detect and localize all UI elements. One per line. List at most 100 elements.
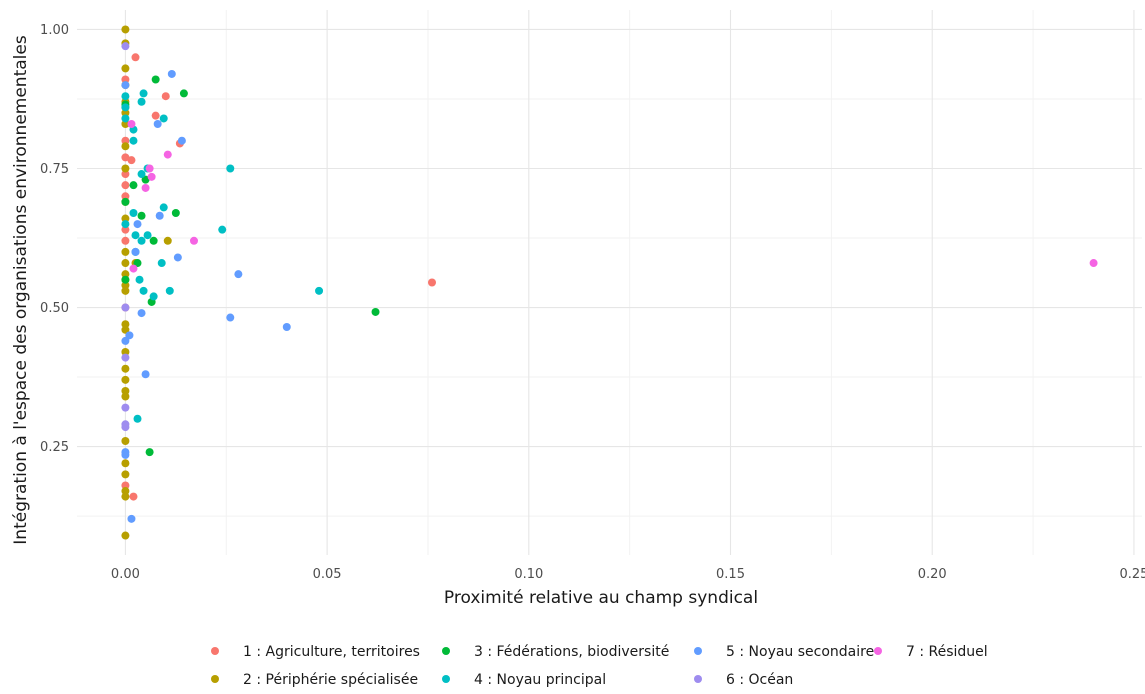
data-point-series-5 xyxy=(127,514,136,523)
data-point-series-2 xyxy=(121,286,130,295)
data-point-series-6 xyxy=(121,353,130,362)
x-tick-label: 0.00 xyxy=(111,567,140,582)
data-point-series-6 xyxy=(121,303,130,312)
data-point-series-4 xyxy=(135,275,144,284)
data-point-series-6 xyxy=(121,403,130,412)
data-point-series-4 xyxy=(139,89,148,98)
data-point-series-1 xyxy=(121,75,130,84)
legend-label-series-1: 1 : Agriculture, territoires xyxy=(243,644,420,660)
y-tick-label: 0.50 xyxy=(40,301,69,316)
data-point-series-5 xyxy=(133,220,142,229)
data-point-series-7 xyxy=(129,264,138,273)
data-point-series-3 xyxy=(137,211,146,220)
legend: 1 : Agriculture, territoires 2 : Périphér… xyxy=(211,644,988,688)
data-point-series-4 xyxy=(137,236,146,245)
legend-label-series-5: 5 : Noyau secondaire xyxy=(726,644,874,660)
data-point-series-5 xyxy=(121,450,130,459)
data-point-series-3 xyxy=(141,175,150,184)
legend-label-series-4: 4 : Noyau principal xyxy=(474,672,606,688)
data-point-series-2 xyxy=(121,281,130,290)
data-point-series-1 xyxy=(121,153,130,162)
data-point-series-2 xyxy=(121,270,130,279)
data-point-series-5 xyxy=(167,69,176,78)
data-point-series-2 xyxy=(121,259,130,268)
legend-key-series-1 xyxy=(211,647,219,655)
data-point-series-1 xyxy=(131,53,140,62)
data-point-series-4 xyxy=(315,286,324,295)
x-tick-label: 0.25 xyxy=(1119,567,1145,582)
data-point-series-5 xyxy=(121,336,130,345)
data-point-series-4 xyxy=(137,170,146,179)
data-point-series-3 xyxy=(171,208,180,217)
data-point-series-4 xyxy=(129,136,138,145)
data-point-series-4 xyxy=(218,225,227,234)
data-points xyxy=(121,25,1098,540)
data-point-series-7 xyxy=(145,164,154,173)
data-point-series-1 xyxy=(121,192,130,201)
data-point-series-5 xyxy=(153,120,162,129)
data-point-series-2 xyxy=(121,459,130,468)
x-tick-label: 0.05 xyxy=(313,567,342,582)
data-point-series-3 xyxy=(121,275,130,284)
data-point-series-3 xyxy=(121,197,130,206)
data-point-series-1 xyxy=(121,481,130,490)
y-axis-title: Intégration à l'espace des organisations… xyxy=(11,35,31,545)
y-axis-ticks: 0.25 0.50 0.75 1.00 xyxy=(40,23,69,455)
data-point-series-5 xyxy=(282,322,291,331)
data-point-series-5 xyxy=(155,211,164,220)
data-point-series-3 xyxy=(179,89,188,98)
data-point-series-1 xyxy=(428,278,436,287)
data-point-series-2 xyxy=(121,120,130,129)
data-point-series-5 xyxy=(125,331,134,340)
legend-key-series-7 xyxy=(874,647,882,655)
data-point-series-5 xyxy=(226,313,235,322)
data-point-series-2 xyxy=(121,348,130,357)
legend-key-series-4 xyxy=(442,675,450,683)
data-point-series-1 xyxy=(151,111,160,120)
data-point-series-2 xyxy=(121,247,130,256)
legend-key-series-2 xyxy=(211,675,219,683)
data-point-series-1 xyxy=(127,156,136,165)
data-point-series-2 xyxy=(121,531,130,540)
data-point-series-7 xyxy=(141,183,150,192)
data-point-series-1 xyxy=(121,181,130,190)
data-point-series-4 xyxy=(226,164,235,173)
legend-key-series-6 xyxy=(694,675,702,683)
legend-label-series-7: 7 : Résiduel xyxy=(906,644,988,660)
data-point-series-3 xyxy=(129,181,138,190)
x-axis-title: Proximité relative au champ syndical xyxy=(444,588,758,608)
data-point-series-4 xyxy=(121,103,130,112)
data-point-series-2 xyxy=(121,386,130,395)
data-point-series-1 xyxy=(121,170,130,179)
data-point-series-2 xyxy=(121,364,130,373)
data-point-series-5 xyxy=(177,136,186,145)
data-point-series-4 xyxy=(133,414,142,423)
data-point-series-2 xyxy=(121,325,130,334)
data-point-series-2 xyxy=(121,492,130,501)
data-point-series-3 xyxy=(133,259,142,268)
data-point-series-4 xyxy=(137,97,146,106)
legend-key-series-3 xyxy=(442,647,450,655)
data-point-series-2 xyxy=(121,164,130,173)
data-point-series-7 xyxy=(1089,259,1098,268)
data-point-series-3 xyxy=(145,448,154,457)
legend-label-series-2: 2 : Périphérie spécialisée xyxy=(243,672,418,688)
x-tick-label: 0.10 xyxy=(514,567,543,582)
data-point-series-3 xyxy=(371,307,380,316)
data-point-series-4 xyxy=(139,286,148,295)
data-point-series-2 xyxy=(121,320,130,329)
data-point-series-4 xyxy=(143,231,152,240)
data-point-series-5 xyxy=(131,247,140,256)
data-point-series-1 xyxy=(121,136,130,145)
data-point-series-2 xyxy=(121,470,130,479)
data-point-series-2 xyxy=(121,487,130,496)
data-point-series-4 xyxy=(129,208,138,217)
data-point-series-1 xyxy=(121,225,130,234)
data-point-series-2 xyxy=(121,436,130,445)
x-axis-ticks: 0.00 0.05 0.10 0.15 0.20 0.25 xyxy=(111,567,1145,582)
data-point-series-4 xyxy=(159,203,168,212)
data-point-series-7 xyxy=(163,150,172,159)
data-point-series-7 xyxy=(189,236,198,245)
